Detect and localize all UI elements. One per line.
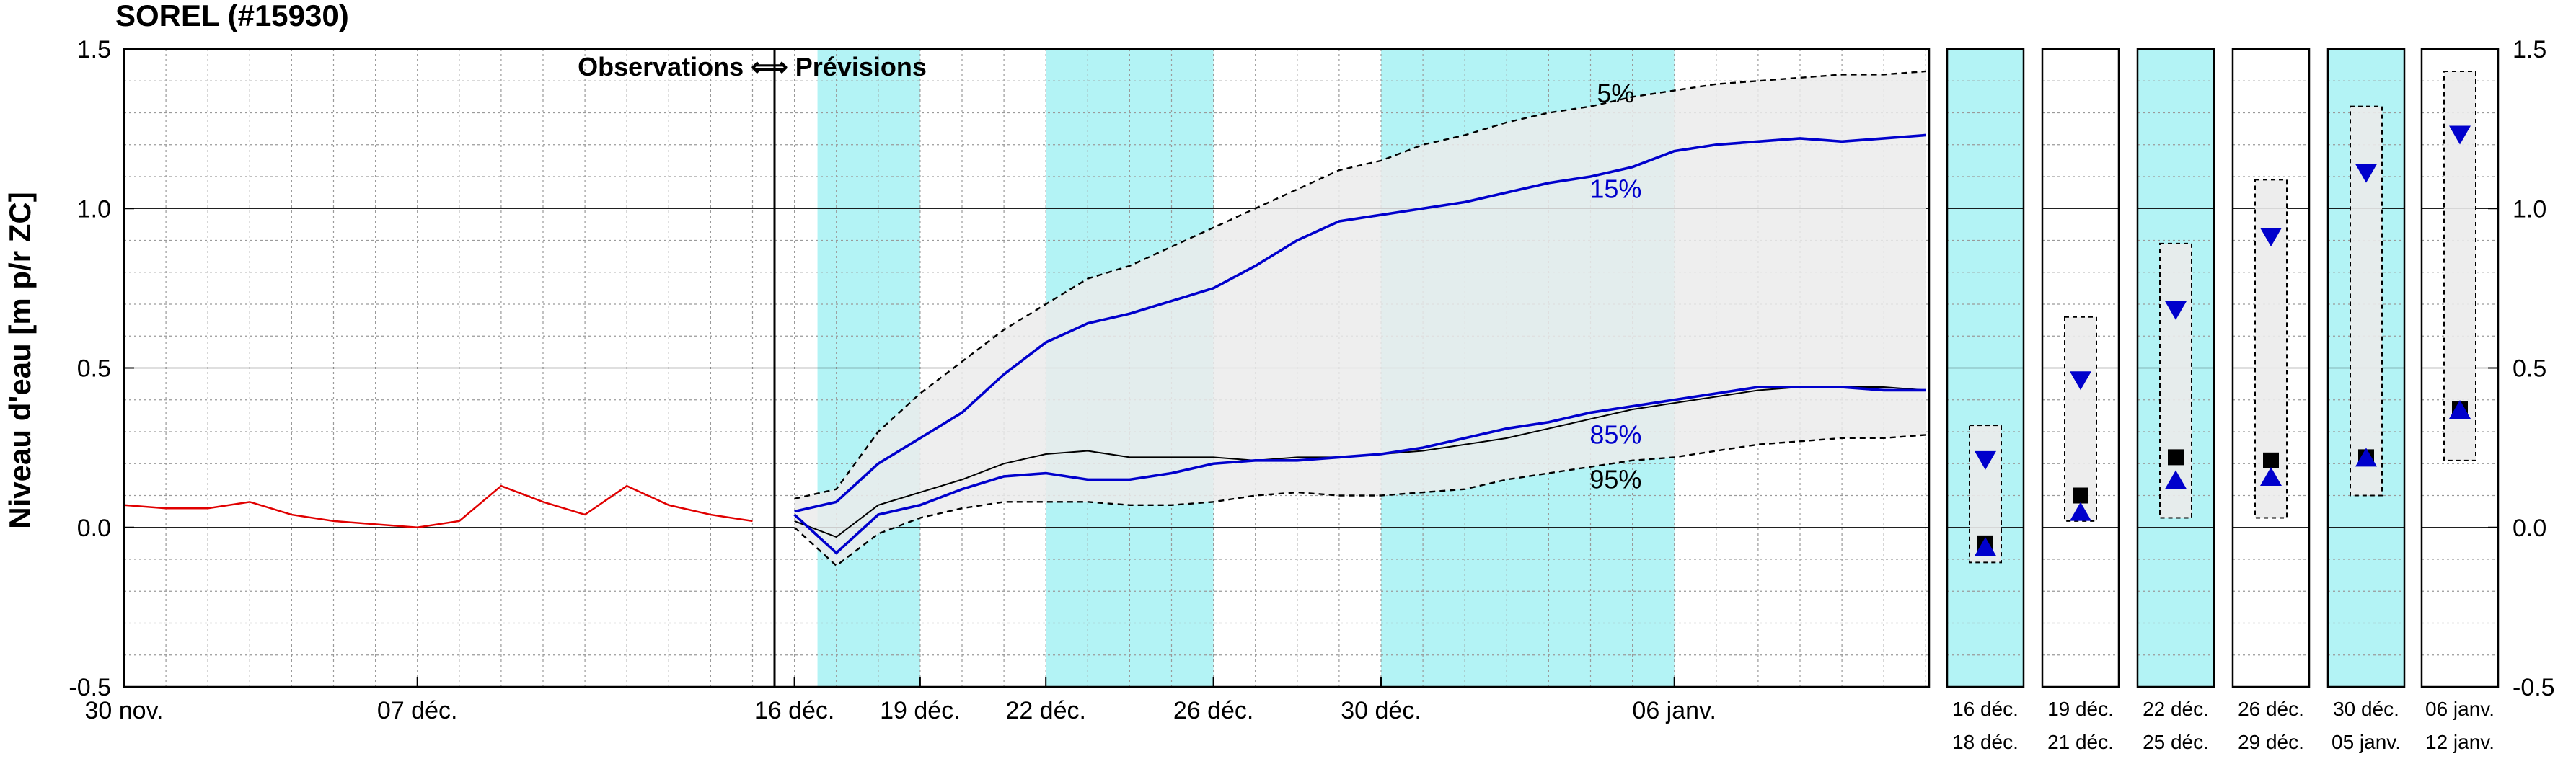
x-tick-label: 16 déc. <box>754 697 835 724</box>
p85-marker <box>2449 400 2471 419</box>
percentile-label: 95% <box>1589 464 1641 494</box>
y-tick-label: 1.5 <box>77 36 111 63</box>
period-label-start: 26 déc. <box>2238 698 2304 720</box>
p15-marker <box>2165 301 2187 320</box>
period-panel: 19 déc. 21 déc. <box>2041 48 2120 753</box>
x-tick-label: 22 déc. <box>1005 697 1086 724</box>
x-tick-label: 30 nov. <box>84 697 163 724</box>
period-panel-frame <box>2326 48 2406 688</box>
x-tick-label: 19 déc. <box>880 697 961 724</box>
p85-marker <box>2165 470 2187 489</box>
period-label-end: 25 déc. <box>2143 731 2209 753</box>
period-label-end: 12 janv. <box>2425 731 2495 753</box>
period-panel: 22 déc. 25 déc. <box>2136 48 2215 753</box>
obs-forecast-annotation: Observations ⟺ Prévisions <box>578 52 927 81</box>
y-tick-label: -0.5 <box>69 674 111 701</box>
p85-marker <box>2260 466 2282 486</box>
period-panel: 30 déc. 05 janv. <box>2326 48 2406 753</box>
right-y-tick-label: 0.5 <box>2513 355 2546 383</box>
right-y-tick-label: 1.0 <box>2513 195 2546 223</box>
p15-marker <box>1975 450 1996 470</box>
median-marker <box>2073 487 2088 504</box>
period-label-start: 19 déc. <box>2047 698 2114 720</box>
period-panel: 26 déc. 29 déc. <box>2231 48 2311 753</box>
period-panel: 06 janv. 12 janv. <box>2420 48 2500 753</box>
period-label-start: 16 déc. <box>1952 698 2019 720</box>
p85-marker <box>2355 448 2377 467</box>
p15-marker <box>2260 228 2282 247</box>
period-panel-frame <box>2136 48 2215 688</box>
period-label-end: 18 déc. <box>1952 731 2019 753</box>
p85-marker <box>1975 537 1996 556</box>
y-axis-label: Niveau d'eau [m p/r ZC] <box>3 192 37 528</box>
x-tick-label: 30 déc. <box>1341 697 1421 724</box>
right-y-axis: 1.5 1.0 0.5 0.0 -0.5 <box>2488 36 2555 701</box>
forecast-series-line <box>793 386 1926 555</box>
forecast-series-line <box>794 133 1926 513</box>
right-y-tick-label: 1.5 <box>2513 36 2546 63</box>
median-marker <box>2168 449 2184 466</box>
median-marker <box>2263 452 2279 468</box>
x-tick-label: 07 déc. <box>377 697 458 724</box>
period-label-start: 06 janv. <box>2425 698 2495 720</box>
observations-line <box>123 484 753 529</box>
period-label-end: 05 janv. <box>2332 731 2401 753</box>
percentile-label: 15% <box>1589 174 1641 204</box>
percentile-label: 85% <box>1589 419 1641 449</box>
period-panels: 16 déc. 18 déc. 19 déc. 21 déc. 22 déc. 25 dé… <box>1946 48 2500 753</box>
period-panel-frame <box>2231 48 2311 688</box>
right-y-tick-label: 0.0 <box>2513 515 2546 542</box>
period-panel-frame <box>2041 48 2120 688</box>
y-tick-label: 1.0 <box>77 195 111 223</box>
right-y-tick-label: -0.5 <box>2513 674 2555 701</box>
x-tick-label: 06 janv. <box>1632 697 1716 724</box>
p85-marker <box>2070 502 2091 521</box>
forecast-series-line <box>794 70 1926 500</box>
period-label-start: 22 déc. <box>2143 698 2209 720</box>
p15-marker <box>2449 125 2471 145</box>
chart-title: SOREL (#15930) <box>115 0 349 32</box>
p15-marker <box>2070 371 2091 391</box>
period-panel-frame <box>1946 48 2025 688</box>
y-tick-label: 0.5 <box>77 355 111 383</box>
forecast-series-line <box>793 434 1926 567</box>
x-tick-label: 26 déc. <box>1173 697 1254 724</box>
period-range-box <box>2064 316 2097 522</box>
period-label-start: 30 déc. <box>2333 698 2399 720</box>
percentile-label: 5% <box>1597 79 1634 108</box>
y-tick-label: 0.0 <box>77 515 111 542</box>
confidence-band <box>794 71 1926 566</box>
p15-marker <box>2355 164 2377 183</box>
period-label-end: 29 déc. <box>2238 731 2304 753</box>
period-panel: 16 déc. 18 déc. <box>1946 48 2025 753</box>
period-label-end: 21 déc. <box>2047 731 2114 753</box>
main-plot: 5% 15% 85% 95% 1.5 1.0 0.5 0.0 -0.530 nov. 07 déc… <box>69 36 1931 724</box>
